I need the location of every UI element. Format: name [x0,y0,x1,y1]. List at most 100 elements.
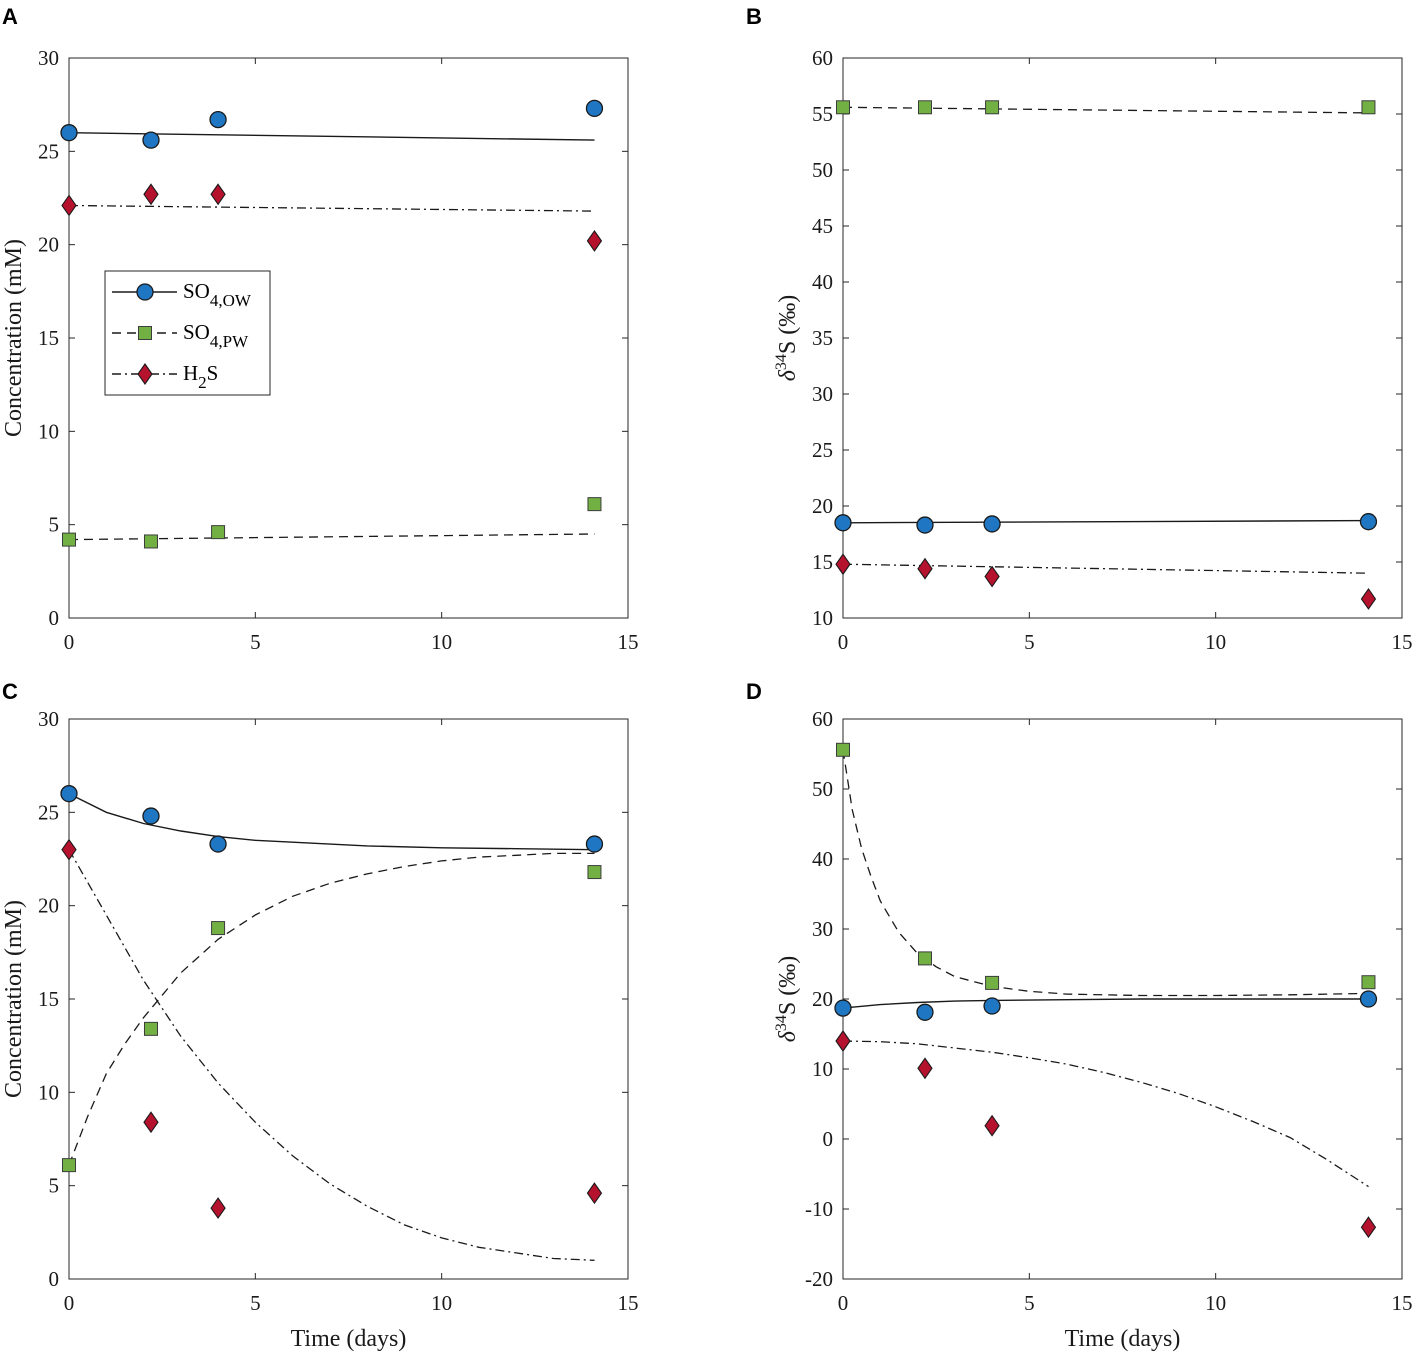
x-tick-label: 0 [838,630,849,654]
data-point-so4-ow [1359,990,1378,1008]
data-point-so4-ow [916,516,934,534]
data-point-so4-pw [836,100,850,115]
data-point-so4-pw [917,951,932,966]
data-point-so4-pw [211,525,226,540]
data-point-h2s [917,557,933,580]
data-point-so4-ow [916,1003,934,1021]
data-point-so4-ow [209,110,227,129]
data-point-h2s [984,1114,1000,1137]
y-tick-label: 15 [38,326,59,350]
y-axis-label: δ34S (‰) [773,956,801,1043]
y-tick-label: 20 [38,233,59,257]
data-point-h2s [61,194,77,217]
x-axis-label: Time (days) [1065,1326,1181,1352]
panel-letter: A [2,4,18,29]
y-axis-label: Concentration (mM) [1,900,27,1098]
y-axis-label-superscript: 34 [773,354,790,370]
data-point-so4-pw [143,1021,158,1036]
y-tick-label: 40 [812,270,833,294]
panel-letter: D [746,679,762,704]
x-axis-label: Time (days) [291,1326,407,1352]
x-tick-label: 5 [250,630,261,654]
y-axis-label: δ34S (‰) [773,295,801,382]
data-point-so4-ow [142,807,160,825]
legend-label-main: SO [183,279,210,303]
x-tick-label: 10 [431,1291,452,1315]
legend-label-rest: S [207,361,219,385]
y-axis-label: Concentration (mM) [1,239,27,437]
data-point-so4-pw [62,532,76,547]
data-point-so4-pw [836,742,850,757]
panel-letter: B [746,4,762,29]
fit-line-so4-ow [842,998,1369,1009]
x-tick-label: 10 [431,630,452,654]
data-point-so4-ow [60,785,78,803]
data-point-h2s [143,183,159,206]
legend-marker-circle [136,283,154,301]
y-tick-label: 50 [812,777,833,801]
y-tick-label: 35 [812,326,833,350]
data-point-so4-ow [1359,513,1378,531]
y-tick-label: -10 [805,1197,833,1221]
y-axis-label-delta: δ [775,1030,801,1042]
x-tick-label: 15 [618,630,639,654]
y-axis-label-rest: S (‰) [775,956,801,1015]
legend-label: SO4,OW [183,279,252,310]
y-tick-label: 0 [49,606,60,630]
legend-label: H2S [183,361,218,392]
data-point-h2s [835,1030,851,1052]
y-tick-label: 60 [812,707,833,731]
fit-line-so4-ow [68,793,595,851]
y-tick-label: 40 [812,847,833,871]
data-point-so4-ow [60,124,78,142]
y-tick-label: 30 [812,917,833,941]
data-point-so4-pw [1361,975,1376,990]
legend-label-subscript: 4,PW [210,332,249,351]
fit-line-so4-pw [68,852,595,1166]
data-point-so4-ow [834,514,852,532]
y-tick-label: 30 [812,382,833,406]
legend-label-main: H [183,361,198,385]
y-tick-label: -20 [805,1267,833,1291]
panel-b: B 0 5 10 15 10 15 20 25 30 35 40 45 50 55 60 δ34S (‰) [746,4,1413,654]
data-point-so4-ow [585,99,604,118]
legend-marker-diamond [137,363,153,385]
y-tick-label: 10 [38,419,59,443]
y-tick-label: 20 [38,894,59,918]
y-tick-label: 0 [49,1267,60,1291]
x-tick-label: 5 [250,1291,261,1315]
y-tick-label: 10 [38,1080,59,1104]
data-point-h2s [143,1111,159,1134]
data-point-so4-ow [585,835,604,853]
fit-line-h2s [842,563,1369,574]
y-tick-label: 30 [38,46,59,70]
data-point-h2s [1360,1216,1377,1239]
y-tick-label: 45 [812,214,833,238]
data-point-so4-pw [985,975,1000,990]
y-tick-label: 25 [812,438,833,462]
x-tick-label: 15 [618,1291,639,1315]
y-tick-label: 25 [38,139,59,163]
legend-marker-square [138,326,152,340]
panel-letter: C [2,679,18,704]
data-point-h2s [835,553,851,576]
y-tick-label: 60 [812,46,833,70]
data-point-so4-ow [983,997,1001,1015]
panel-d: D 0 5 10 15 -20 -10 0 10 20 30 40 50 60 Time (days) δ34… [746,679,1413,1352]
y-axis-label-rest: S (‰) [775,295,801,354]
y-tick-label: 10 [812,1057,833,1081]
y-tick-label: 25 [38,800,59,824]
y-tick-label: 0 [823,1127,834,1151]
x-tick-label: 5 [1024,1291,1035,1315]
data-point-h2s [917,1057,933,1080]
data-point-so4-pw [1361,100,1376,115]
data-point-so4-ow [983,515,1001,533]
y-tick-label: 55 [812,102,833,126]
data-point-so4-ow [209,835,227,853]
y-tick-label: 5 [49,513,60,537]
data-point-so4-pw [143,534,158,549]
fit-line-h2s [68,849,595,1261]
